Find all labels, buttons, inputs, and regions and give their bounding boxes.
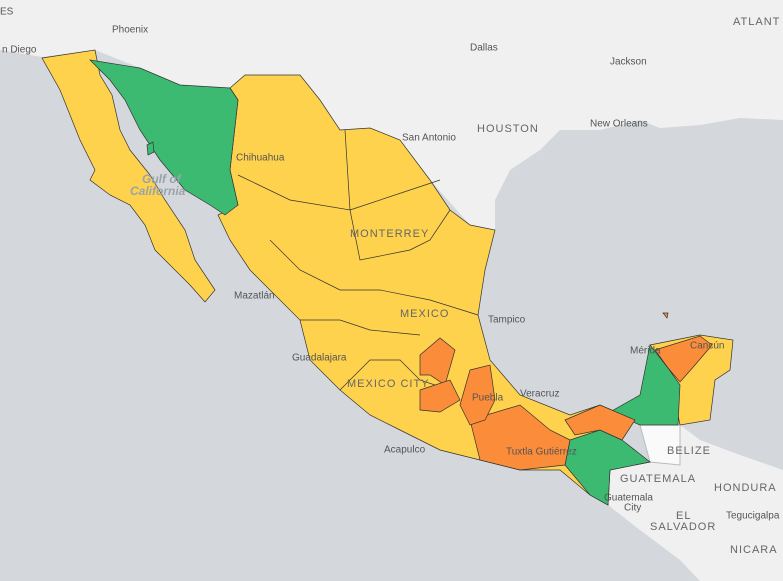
baja-california — [41, 49, 216, 303]
sonora — [88, 59, 239, 216]
map-label: San Antonio — [402, 133, 456, 144]
map-label: City — [624, 503, 641, 514]
island — [662, 312, 669, 319]
map-label: HOUSTON — [477, 123, 539, 135]
us-land — [0, 0, 783, 230]
campeche — [609, 344, 681, 426]
map-label: MEXICO — [400, 308, 449, 320]
map-label: New Orleans — [590, 119, 648, 130]
map-label: MONTERREY — [350, 228, 429, 240]
map-label: NICARA — [730, 544, 778, 556]
map-label: GUATEMALA — [620, 473, 696, 485]
map-label: HONDURA — [714, 482, 777, 494]
map-label: Dallas — [470, 43, 498, 54]
map-label: EL — [676, 510, 691, 522]
water-label: California — [130, 184, 186, 198]
map-label: Guatemala — [604, 493, 653, 504]
map-label: Tuxtla Gutiérrez — [506, 447, 577, 458]
island — [146, 141, 155, 156]
map-label: SALVADOR — [650, 521, 716, 533]
map-label: Cancún — [690, 341, 724, 352]
map-label: Phoenix — [112, 25, 148, 36]
map-label: n Diego — [2, 45, 37, 56]
map-label: Acapulco — [384, 445, 426, 456]
map-label: Mérida — [630, 346, 661, 357]
oaxaca — [469, 404, 571, 471]
map-label: Mazatlán — [234, 291, 275, 302]
map-label: Tampico — [488, 315, 526, 326]
map-label: Tegucigalpa — [726, 511, 780, 522]
map-label: ATLANT — [733, 16, 780, 28]
map-label: Puebla — [472, 393, 504, 404]
map-label: BELIZE — [667, 445, 711, 457]
puebla — [459, 364, 496, 426]
tabasco — [564, 404, 636, 441]
estado-de-mexico — [419, 379, 461, 413]
map-label: Chihuahua — [236, 153, 285, 164]
map-label: MEXICO CITY — [347, 378, 430, 390]
water-label: Gulf of — [142, 172, 182, 186]
state-borders — [237, 129, 479, 391]
map-label: Jackson — [610, 57, 647, 68]
map-label: Veracruz — [520, 389, 559, 400]
map-label: Guadalajara — [292, 353, 347, 364]
map-label: ES — [0, 7, 14, 18]
central-america-land — [608, 425, 783, 581]
